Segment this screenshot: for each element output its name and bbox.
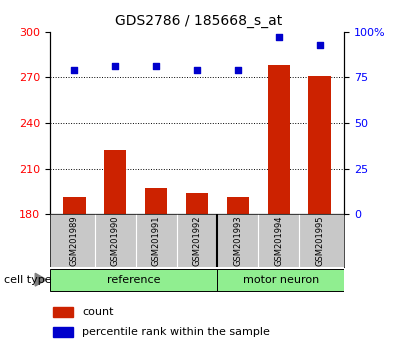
- Point: [276, 34, 282, 40]
- Bar: [186, 193, 208, 214]
- Point: [112, 64, 118, 69]
- Bar: [308, 76, 331, 214]
- Bar: [53, 327, 73, 337]
- Text: motor neuron: motor neuron: [243, 275, 319, 285]
- Text: GSM201990: GSM201990: [111, 216, 120, 266]
- Text: cell type: cell type: [4, 275, 52, 285]
- Point: [235, 67, 241, 73]
- Text: GSM201992: GSM201992: [193, 216, 201, 266]
- Bar: [53, 307, 73, 317]
- Point: [194, 67, 200, 73]
- Text: GDS2786 / 185668_s_at: GDS2786 / 185668_s_at: [115, 14, 283, 28]
- Text: GSM201994: GSM201994: [274, 216, 283, 266]
- Polygon shape: [35, 273, 46, 286]
- Text: count: count: [82, 307, 114, 317]
- Bar: [227, 198, 249, 214]
- Bar: [217, 268, 344, 291]
- Text: GSM201991: GSM201991: [152, 216, 161, 266]
- Text: percentile rank within the sample: percentile rank within the sample: [82, 327, 270, 337]
- Text: GSM201995: GSM201995: [315, 216, 324, 266]
- Bar: [267, 65, 290, 214]
- Point: [316, 42, 323, 47]
- Bar: [104, 150, 127, 214]
- Text: GSM201989: GSM201989: [70, 215, 79, 266]
- Point: [153, 64, 159, 69]
- Bar: [63, 198, 86, 214]
- Text: reference: reference: [107, 275, 160, 285]
- Bar: [50, 268, 217, 291]
- Text: GSM201993: GSM201993: [233, 215, 242, 266]
- Bar: [145, 188, 167, 214]
- Point: [71, 67, 78, 73]
